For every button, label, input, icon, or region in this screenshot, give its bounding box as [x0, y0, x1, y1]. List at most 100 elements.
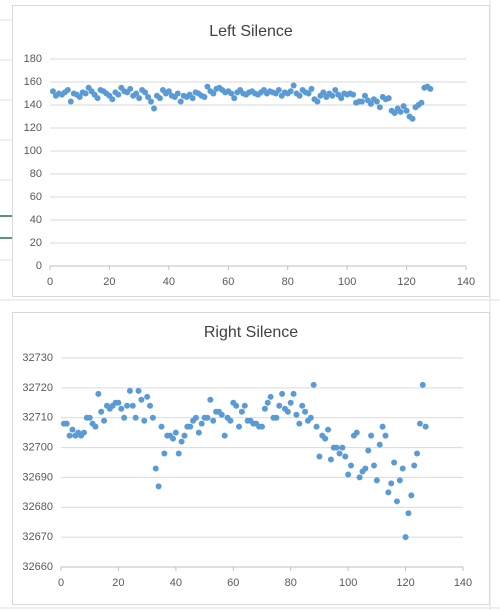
- point: [379, 423, 386, 430]
- point: [221, 432, 228, 439]
- point: [109, 96, 116, 103]
- point: [290, 390, 297, 397]
- point: [385, 95, 392, 102]
- point: [238, 408, 245, 415]
- y-tick-label: 180: [24, 53, 42, 65]
- point: [218, 411, 225, 418]
- point: [135, 387, 142, 394]
- point: [391, 459, 398, 466]
- point: [293, 411, 300, 418]
- point: [64, 87, 71, 94]
- y-tick-label: 32710: [22, 412, 53, 424]
- point: [393, 498, 400, 505]
- x-tick-label: 140: [454, 577, 472, 589]
- point: [144, 393, 151, 400]
- point: [198, 420, 205, 427]
- point: [287, 399, 294, 406]
- point: [388, 480, 395, 487]
- y-tick-label: 32730: [22, 352, 53, 364]
- point: [148, 98, 155, 105]
- point: [405, 510, 412, 517]
- point: [399, 465, 406, 472]
- point: [142, 89, 149, 96]
- point: [403, 107, 410, 114]
- point: [290, 82, 297, 89]
- y-tick-label: 80: [30, 168, 42, 180]
- point: [427, 85, 434, 92]
- point: [359, 98, 365, 105]
- point: [195, 429, 202, 436]
- point: [345, 471, 352, 478]
- point: [178, 438, 185, 445]
- point: [419, 381, 426, 388]
- point: [418, 99, 425, 106]
- point: [177, 98, 184, 105]
- point: [411, 462, 418, 469]
- point: [362, 465, 369, 472]
- point: [296, 420, 303, 427]
- point: [408, 492, 415, 499]
- point: [118, 405, 125, 412]
- point: [264, 399, 271, 406]
- point: [365, 447, 372, 454]
- point: [156, 95, 163, 102]
- point: [124, 402, 131, 409]
- point: [302, 408, 309, 415]
- point: [66, 432, 73, 439]
- point: [174, 90, 181, 97]
- point: [356, 474, 363, 481]
- point: [98, 408, 105, 415]
- y-tick-label: 0: [36, 260, 42, 272]
- point: [353, 429, 360, 436]
- x-tick-label: 100: [338, 276, 356, 288]
- point: [165, 88, 172, 95]
- y-tick-label: 120: [24, 122, 42, 134]
- point: [129, 402, 136, 409]
- point: [161, 450, 168, 457]
- point: [333, 444, 340, 451]
- y-tick-label: 40: [30, 214, 42, 226]
- point: [376, 104, 383, 111]
- point: [152, 465, 159, 472]
- y-tick-label: 32720: [22, 382, 53, 394]
- point: [155, 483, 162, 490]
- chart-title: Right Silence: [204, 324, 298, 341]
- y-tick-label: 20: [30, 237, 42, 249]
- point: [69, 426, 76, 433]
- point: [368, 432, 375, 439]
- point: [287, 88, 294, 95]
- point: [307, 414, 314, 421]
- point: [314, 98, 321, 105]
- point: [94, 95, 101, 102]
- point: [181, 432, 188, 439]
- point: [172, 429, 179, 436]
- x-tick-label: 60: [227, 577, 239, 589]
- chart-area: [12, 312, 490, 605]
- x-tick-label: 120: [396, 577, 414, 589]
- point: [402, 534, 409, 541]
- point: [147, 402, 154, 409]
- point: [127, 85, 134, 92]
- point: [228, 90, 235, 97]
- point: [227, 417, 234, 424]
- point: [233, 402, 240, 409]
- point: [201, 93, 208, 100]
- point: [141, 417, 148, 424]
- point: [63, 420, 70, 427]
- point: [316, 453, 323, 460]
- point: [149, 414, 156, 421]
- point: [138, 396, 145, 403]
- point: [299, 402, 306, 409]
- point: [370, 462, 377, 469]
- point: [267, 393, 274, 400]
- point: [296, 92, 303, 99]
- chart-title: Left Silence: [209, 23, 293, 40]
- point: [416, 420, 423, 427]
- point: [204, 83, 211, 90]
- point: [308, 85, 315, 92]
- point: [204, 414, 211, 421]
- point: [373, 98, 380, 105]
- point: [313, 423, 320, 430]
- point: [396, 477, 403, 484]
